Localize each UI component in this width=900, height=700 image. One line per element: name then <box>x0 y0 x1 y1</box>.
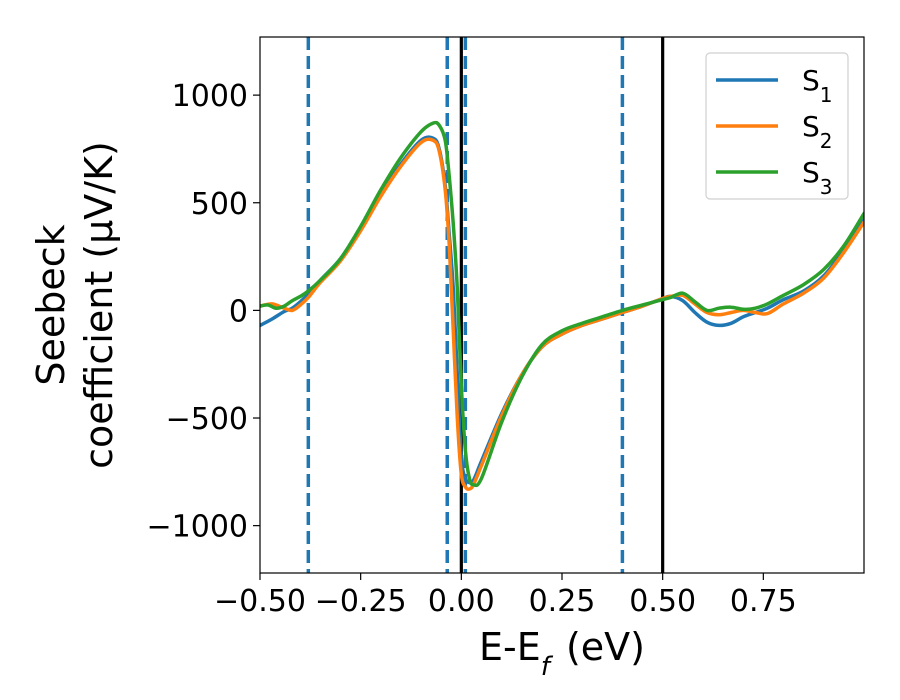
series-line-s3 <box>260 120 864 488</box>
x-axis-title: E-Ef (eV) <box>479 625 645 682</box>
y-tick-label: 1000 <box>172 79 248 114</box>
x-tick-label: 0.25 <box>529 584 596 619</box>
legend-label-s1: S1 <box>802 64 833 107</box>
series-line-s2 <box>260 137 864 491</box>
y-axis-title-line2: coefficient (μV/K) <box>77 141 121 469</box>
y-tick-label: −1000 <box>147 510 248 545</box>
legend-label-s2: S2 <box>802 110 833 153</box>
y-tick-label: 0 <box>229 294 248 329</box>
x-tick-label: 0.75 <box>730 584 797 619</box>
legend-label-s3: S3 <box>802 156 833 199</box>
y-tick-label: −500 <box>166 402 248 437</box>
x-tick-label: −0.50 <box>214 584 306 619</box>
x-tick-label: 0.00 <box>428 584 495 619</box>
y-axis-title-line1: Seebeck <box>29 224 73 385</box>
x-tick-label: −0.25 <box>315 584 407 619</box>
x-tick-label: 0.50 <box>629 584 696 619</box>
y-tick-label: 500 <box>191 187 248 222</box>
